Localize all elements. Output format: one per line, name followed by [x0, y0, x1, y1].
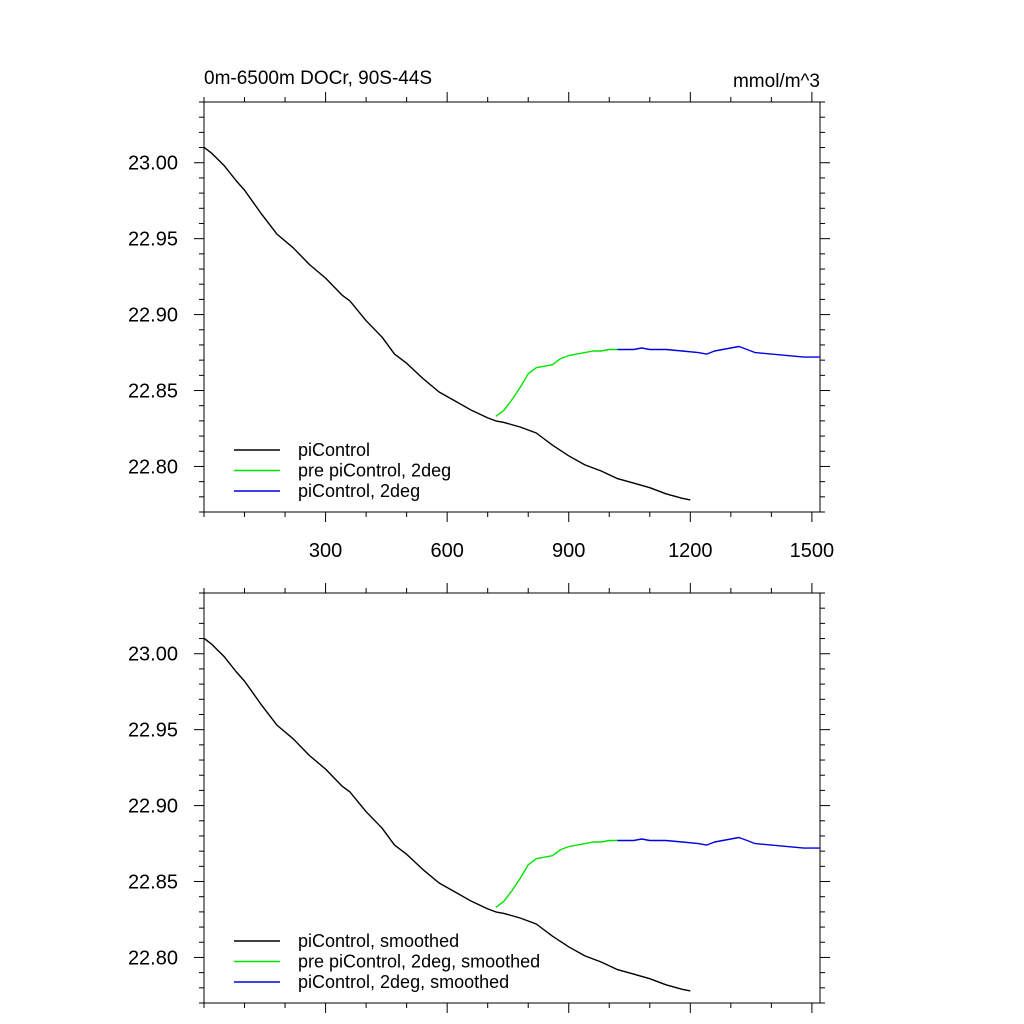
- y-tick-label: 23.00: [128, 644, 178, 666]
- y-tick-label: 22.90: [128, 796, 178, 818]
- series-line-0: [203, 147, 691, 501]
- y-tick-label: 23.00: [128, 153, 178, 175]
- panel-top: 23.00 22.95 22.90 22.85 22.80 300 600 900 1200 15…: [128, 92, 834, 562]
- y-tick-label: 22.95: [128, 229, 178, 251]
- series-line-0: [203, 638, 691, 992]
- plot-frame: [203, 101, 821, 513]
- series-line-1: [495, 839, 618, 908]
- x-tick-label: 1500: [790, 540, 835, 562]
- y-tick-label: 22.80: [128, 456, 178, 478]
- x-tick-label: 300: [309, 540, 342, 562]
- y-tick-label: 22.85: [128, 381, 178, 403]
- series-line-2: [617, 345, 820, 358]
- legend-label: pre piControl, 2deg: [298, 461, 451, 481]
- panel-bottom: 23.00 22.95 22.90 22.85 22.80 piControl, smoo…: [128, 583, 830, 1013]
- y-tick-label: 22.95: [128, 720, 178, 742]
- legend-label: piControl, 2deg, smoothed: [298, 972, 509, 992]
- x-tick-label: 900: [552, 540, 585, 562]
- x-tick-label: 1200: [668, 540, 713, 562]
- plot-frame: [203, 592, 821, 1004]
- y-tick-label: 22.90: [128, 305, 178, 327]
- x-tick-label: 600: [430, 540, 463, 562]
- series-line-1: [495, 348, 618, 417]
- legend-label: piControl, 2deg: [298, 481, 420, 501]
- legend-label: piControl, smoothed: [298, 931, 459, 951]
- series-line-2: [617, 836, 820, 849]
- legend-label: pre piControl, 2deg, smoothed: [298, 952, 540, 972]
- panel-1-units: mmol/m^3: [733, 71, 820, 92]
- panel-1-title: 0m-6500m DOCr, 90S-44S: [204, 68, 432, 89]
- legend-label: piControl: [298, 440, 370, 460]
- y-tick-label: 22.80: [128, 947, 178, 969]
- y-tick-label: 22.85: [128, 872, 178, 894]
